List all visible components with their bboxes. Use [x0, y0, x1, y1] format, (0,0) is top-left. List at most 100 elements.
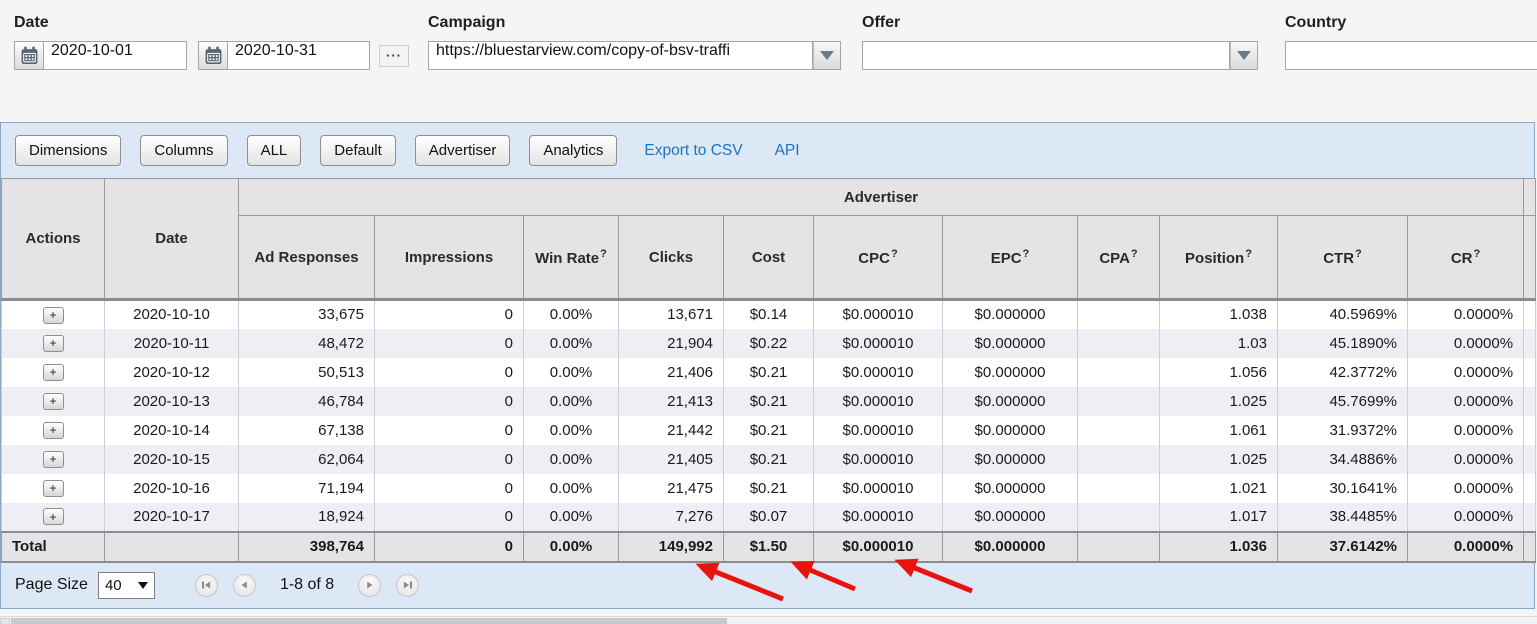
help-icon[interactable]: ? — [1245, 247, 1252, 260]
offer-dropdown-button[interactable] — [1230, 41, 1258, 70]
cell-cpc: $0.000010 — [813, 357, 943, 387]
total-ad_responses: 398,764 — [238, 530, 375, 563]
cell-ad_responses: 71,194 — [238, 473, 375, 503]
cell-cost: $0.14 — [723, 299, 814, 329]
expand-row-button[interactable]: + — [42, 306, 64, 324]
country-filter-group: Country — [1285, 14, 1537, 70]
cell-actions: + — [1, 357, 105, 387]
cell-win_rate: 0.00% — [523, 444, 619, 474]
cell-ctr: 34.4886% — [1277, 444, 1408, 474]
cell-ad_responses: 50,513 — [238, 357, 375, 387]
cell-position: 1.017 — [1159, 502, 1278, 532]
date-to-input[interactable]: 2020-10-31 — [227, 41, 370, 70]
expand-row-button[interactable]: + — [42, 421, 64, 439]
expand-row-button[interactable]: + — [42, 450, 64, 468]
pager-prev-button[interactable] — [232, 573, 256, 597]
toolbar-button-default[interactable]: Default — [320, 135, 396, 166]
pagination-bar: Page Size 40 1-8 of 8 — [1, 562, 1534, 608]
cell-cost: $0.21 — [723, 473, 814, 503]
date-from-calendar-button[interactable] — [14, 41, 43, 70]
help-icon[interactable]: ? — [890, 247, 898, 260]
cell-clicks: 21,904 — [618, 328, 724, 358]
help-icon[interactable]: ? — [1130, 247, 1138, 260]
total-cpc: $0.000010 — [813, 530, 943, 563]
chevron-down-icon — [820, 51, 834, 60]
chevron-down-icon — [1237, 51, 1251, 60]
cell-cpa — [1077, 444, 1160, 474]
cell-ctr: 31.9372% — [1277, 415, 1408, 445]
cell-epc: $0.000000 — [942, 473, 1078, 503]
cell-cpa — [1077, 473, 1160, 503]
country-input[interactable] — [1285, 41, 1537, 70]
cell-stub — [1523, 328, 1536, 358]
date-presets-button[interactable]: ··· — [379, 44, 409, 67]
help-icon[interactable]: ? — [1473, 247, 1481, 260]
cell-epc: $0.000000 — [942, 299, 1078, 329]
cell-position: 1.061 — [1159, 415, 1278, 445]
total-row: Total 398,764 0 0.00% 149,992 $1.50 $0.000010 $… — [1, 530, 1536, 563]
group-header-stub — [1523, 178, 1536, 216]
cell-ctr: 30.1641% — [1277, 473, 1408, 503]
scrollbar-left-button[interactable] — [0, 618, 10, 624]
cell-cr: 0.0000% — [1406, 415, 1525, 445]
cell-cr: 0.0000% — [1406, 386, 1525, 416]
toolbar-link-api[interactable]: API — [774, 141, 800, 159]
toolbar-button-dimensions[interactable]: Dimensions — [15, 135, 122, 166]
cell-epc: $0.000000 — [942, 328, 1078, 358]
cell-stub — [1523, 299, 1536, 329]
help-icon[interactable]: ? — [1355, 247, 1362, 260]
pager-first-button[interactable] — [194, 573, 218, 597]
col-header-clicks: Clicks — [618, 215, 724, 301]
total-label: Total — [1, 530, 105, 563]
pager-last-button[interactable] — [396, 573, 420, 597]
cell-position: 1.03 — [1159, 328, 1278, 358]
scrollbar-thumb[interactable] — [11, 618, 727, 624]
pager-next-button[interactable] — [358, 573, 382, 597]
calendar-icon — [205, 46, 221, 64]
cell-cost: $0.21 — [723, 415, 814, 445]
cell-date: 2020-10-11 — [104, 328, 239, 358]
col-header-cr: CR? — [1406, 215, 1525, 301]
campaign-input[interactable]: https://bluestarview.com/copy-of-bsv-tra… — [428, 41, 813, 70]
toolbar-button-all[interactable]: ALL — [246, 135, 302, 166]
toolbar-button-columns[interactable]: Columns — [140, 135, 228, 166]
page-size-select[interactable]: 40 — [97, 571, 155, 599]
expand-row-button[interactable]: + — [42, 363, 64, 381]
help-icon[interactable]: ? — [1022, 247, 1030, 260]
offer-input[interactable] — [862, 41, 1230, 70]
cell-cpa — [1077, 502, 1160, 532]
cell-actions: + — [1, 502, 105, 532]
cell-cost: $0.21 — [723, 386, 814, 416]
cell-cpc: $0.000010 — [813, 502, 943, 532]
horizontal-scrollbar[interactable] — [0, 616, 1537, 624]
cell-impressions: 0 — [374, 415, 524, 445]
date-to-calendar-button[interactable] — [198, 41, 227, 70]
toolbar-button-advertiser[interactable]: Advertiser — [414, 135, 511, 166]
date-filter-label: Date — [14, 14, 49, 31]
toolbar-link-export-to-csv[interactable]: Export to CSV — [644, 141, 743, 159]
total-position: 1.036 — [1159, 530, 1278, 563]
col-header-ad_responses: Ad Responses — [238, 215, 375, 301]
cell-clicks: 21,413 — [618, 386, 724, 416]
toolbar-button-analytics[interactable]: Analytics — [529, 135, 618, 166]
campaign-dropdown-button[interactable] — [813, 41, 841, 70]
cell-date: 2020-10-12 — [104, 357, 239, 387]
report-table: Actions Date Advertiser Ad Responses Impr… — [1, 178, 1536, 563]
prev-page-icon — [241, 581, 248, 589]
cell-win_rate: 0.00% — [523, 502, 619, 532]
date-from-input[interactable]: 2020-10-01 — [43, 41, 187, 70]
expand-row-button[interactable]: + — [42, 508, 64, 526]
cell-actions: + — [1, 444, 105, 474]
expand-row-button[interactable]: + — [42, 334, 64, 352]
cell-win_rate: 0.00% — [523, 415, 619, 445]
cell-ctr: 42.3772% — [1277, 357, 1408, 387]
cell-cpc: $0.000010 — [813, 328, 943, 358]
cell-clicks: 21,405 — [618, 444, 724, 474]
cell-date: 2020-10-15 — [104, 444, 239, 474]
country-filter-label: Country — [1285, 14, 1347, 31]
help-icon[interactable]: ? — [600, 247, 607, 260]
expand-row-button[interactable]: + — [42, 479, 64, 497]
expand-row-button[interactable]: + — [42, 392, 64, 410]
cell-stub — [1523, 386, 1536, 416]
cell-cost: $0.07 — [723, 502, 814, 532]
